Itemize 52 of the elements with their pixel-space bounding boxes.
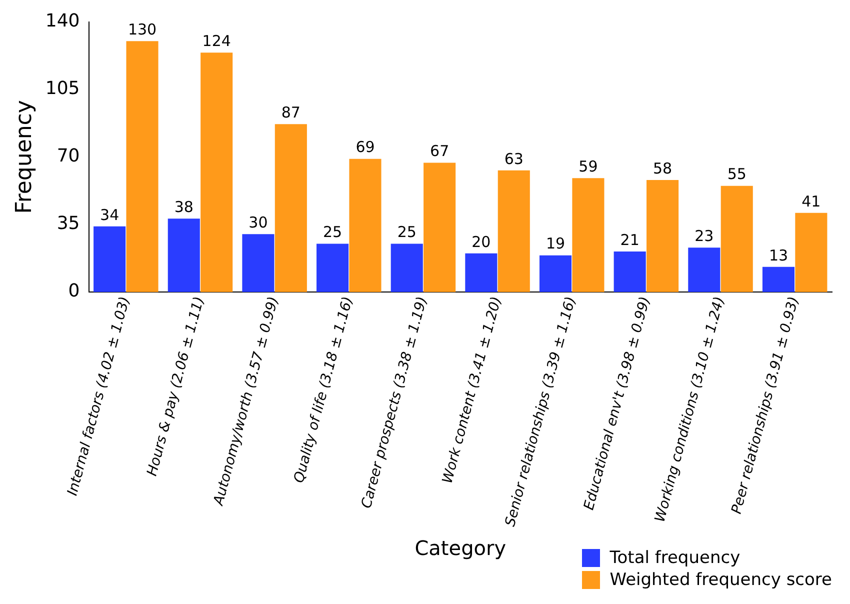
data-label: 58 [652,159,672,178]
bar [200,52,233,292]
x-tick-label: Hours & pay (2.06 ± 1.11) [144,295,208,478]
data-label: 55 [727,165,746,184]
bar [94,226,126,292]
bar [762,266,795,292]
y-axis-title: Frequency [12,100,37,214]
x-axis-title: Category [414,536,506,560]
data-label: 20 [472,232,491,251]
data-label: 30 [248,213,268,232]
data-label: 69 [356,138,375,156]
bar [688,248,720,292]
data-label: 19 [546,234,566,253]
data-label: 41 [802,192,821,210]
bar [126,41,158,292]
data-label: 130 [128,20,157,38]
bar [168,218,200,292]
legend-label: Total frequency [610,548,740,568]
bar [720,186,753,292]
bar [424,162,456,292]
legend-label: Weighted frequency score [610,570,832,590]
x-tick-label: Work content (3.41 ± 1.20) [440,295,505,486]
data-label: 23 [694,227,714,245]
data-label: 34 [100,206,120,224]
bar [539,255,572,292]
data-label: 21 [620,230,640,249]
bar [614,251,646,292]
data-label: 25 [397,223,416,242]
data-label: 63 [504,150,524,168]
data-label: 13 [768,246,788,264]
data-label: 87 [281,103,300,122]
data-label: 38 [174,198,194,216]
data-label: 67 [430,142,450,160]
bar [795,212,828,292]
y-tick-label: 70 [56,146,80,167]
y-tick-label: 140 [45,10,80,32]
y-tick-label: 35 [56,213,80,234]
bar [242,234,274,292]
y-tick-label: 105 [45,78,80,100]
data-label: 25 [322,223,342,242]
x-tick-label: Quality of life (3.18 ± 1.16) [291,295,356,485]
bar [572,178,604,292]
bar [465,253,498,292]
bar [274,124,307,292]
bar [349,158,382,292]
data-label: 59 [578,158,598,176]
y-tick-label: 0 [68,280,80,302]
data-label: 124 [202,32,231,50]
bar [646,180,679,292]
bar [390,244,423,292]
bar [498,170,530,292]
bar [316,244,349,292]
